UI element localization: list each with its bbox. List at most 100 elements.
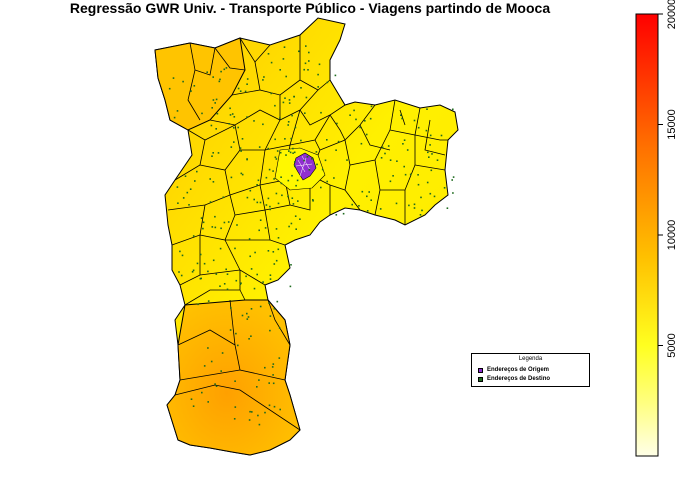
destination-point bbox=[247, 316, 250, 318]
destination-point bbox=[191, 271, 194, 273]
destination-point bbox=[259, 201, 262, 204]
destination-point bbox=[292, 147, 294, 150]
destination-point bbox=[289, 151, 292, 154]
destination-point bbox=[353, 109, 355, 112]
destination-point bbox=[233, 116, 236, 118]
destination-point bbox=[246, 196, 249, 199]
destination-point bbox=[272, 363, 275, 365]
destination-point bbox=[246, 312, 248, 315]
destination-point bbox=[251, 411, 253, 413]
destination-point bbox=[190, 398, 193, 400]
destination-point bbox=[279, 408, 281, 411]
destination-point bbox=[395, 202, 398, 205]
destination-point bbox=[211, 226, 214, 228]
destination-point bbox=[241, 138, 244, 140]
destination-point bbox=[220, 370, 222, 372]
destination-point bbox=[335, 149, 337, 151]
destination-point bbox=[320, 186, 322, 189]
destination-point bbox=[219, 285, 221, 287]
destination-point bbox=[279, 69, 281, 71]
destination-point bbox=[269, 315, 272, 317]
destination-point bbox=[291, 174, 293, 177]
destination-point bbox=[433, 195, 436, 198]
destination-point bbox=[244, 90, 247, 93]
destination-point bbox=[404, 173, 407, 176]
destination-point bbox=[275, 158, 278, 160]
destination-point bbox=[288, 150, 290, 152]
destination-point bbox=[210, 124, 213, 127]
destination-point bbox=[282, 101, 285, 104]
destination-point bbox=[387, 145, 390, 147]
destination-point bbox=[316, 163, 318, 166]
destination-point bbox=[277, 202, 280, 205]
destination-point bbox=[326, 139, 328, 141]
destination-point bbox=[308, 60, 310, 62]
destination-point bbox=[269, 329, 271, 332]
destination-point bbox=[262, 281, 264, 283]
destination-point bbox=[408, 204, 410, 207]
destination-point bbox=[293, 151, 296, 154]
destination-point bbox=[263, 76, 265, 78]
destination-point bbox=[253, 287, 256, 290]
destination-point bbox=[417, 126, 420, 129]
destination-point bbox=[219, 247, 222, 250]
destination-point bbox=[199, 253, 202, 256]
destination-point bbox=[303, 68, 305, 71]
destination-point bbox=[239, 90, 242, 92]
destination-point bbox=[216, 112, 219, 115]
destination-point bbox=[288, 225, 290, 228]
destination-point bbox=[268, 404, 271, 407]
destination-point bbox=[181, 254, 184, 257]
destination-point bbox=[273, 178, 275, 180]
destination-point bbox=[225, 67, 228, 69]
destination-point bbox=[389, 180, 392, 183]
origin-points bbox=[295, 155, 313, 177]
destination-point bbox=[214, 215, 216, 218]
destination-point bbox=[326, 180, 328, 183]
destination-point bbox=[452, 176, 455, 178]
destination-point bbox=[229, 107, 231, 110]
destination-point bbox=[240, 172, 243, 175]
destination-point bbox=[278, 357, 281, 359]
destination-point bbox=[226, 288, 229, 291]
destination-point bbox=[364, 120, 366, 122]
destination-point bbox=[194, 180, 196, 182]
destination-point bbox=[249, 410, 251, 413]
destination-point bbox=[223, 283, 226, 285]
destination-point bbox=[233, 141, 235, 143]
destination-point bbox=[258, 146, 261, 148]
destination-point bbox=[282, 58, 285, 60]
destination-point bbox=[279, 151, 282, 154]
destination-point bbox=[288, 99, 291, 101]
destination-point bbox=[429, 144, 431, 146]
destination-point bbox=[294, 161, 296, 163]
destination-point bbox=[254, 251, 256, 254]
destination-point bbox=[276, 300, 279, 303]
destination-point bbox=[440, 134, 443, 137]
destination-point bbox=[241, 314, 244, 317]
destination-point bbox=[258, 379, 260, 381]
destination-point bbox=[223, 221, 226, 224]
destination-point bbox=[196, 170, 198, 173]
destination-point bbox=[236, 224, 238, 226]
destination-point bbox=[290, 264, 292, 266]
destination-point bbox=[360, 142, 363, 145]
destination-point bbox=[436, 159, 439, 161]
destination-point bbox=[419, 214, 422, 216]
destination-point bbox=[196, 262, 199, 265]
destination-point bbox=[334, 74, 337, 77]
destination-point bbox=[413, 119, 416, 122]
destination-point bbox=[186, 191, 189, 194]
destination-point bbox=[349, 114, 351, 116]
destination-point bbox=[413, 203, 416, 206]
destination-point bbox=[249, 255, 251, 258]
destination-point bbox=[168, 87, 171, 90]
destination-point bbox=[207, 270, 209, 273]
destination-point bbox=[256, 273, 258, 276]
destination-point bbox=[279, 117, 281, 119]
destination-point bbox=[215, 273, 218, 275]
destination-point bbox=[428, 156, 430, 158]
destination-point bbox=[272, 170, 274, 172]
destination-point bbox=[280, 182, 283, 185]
